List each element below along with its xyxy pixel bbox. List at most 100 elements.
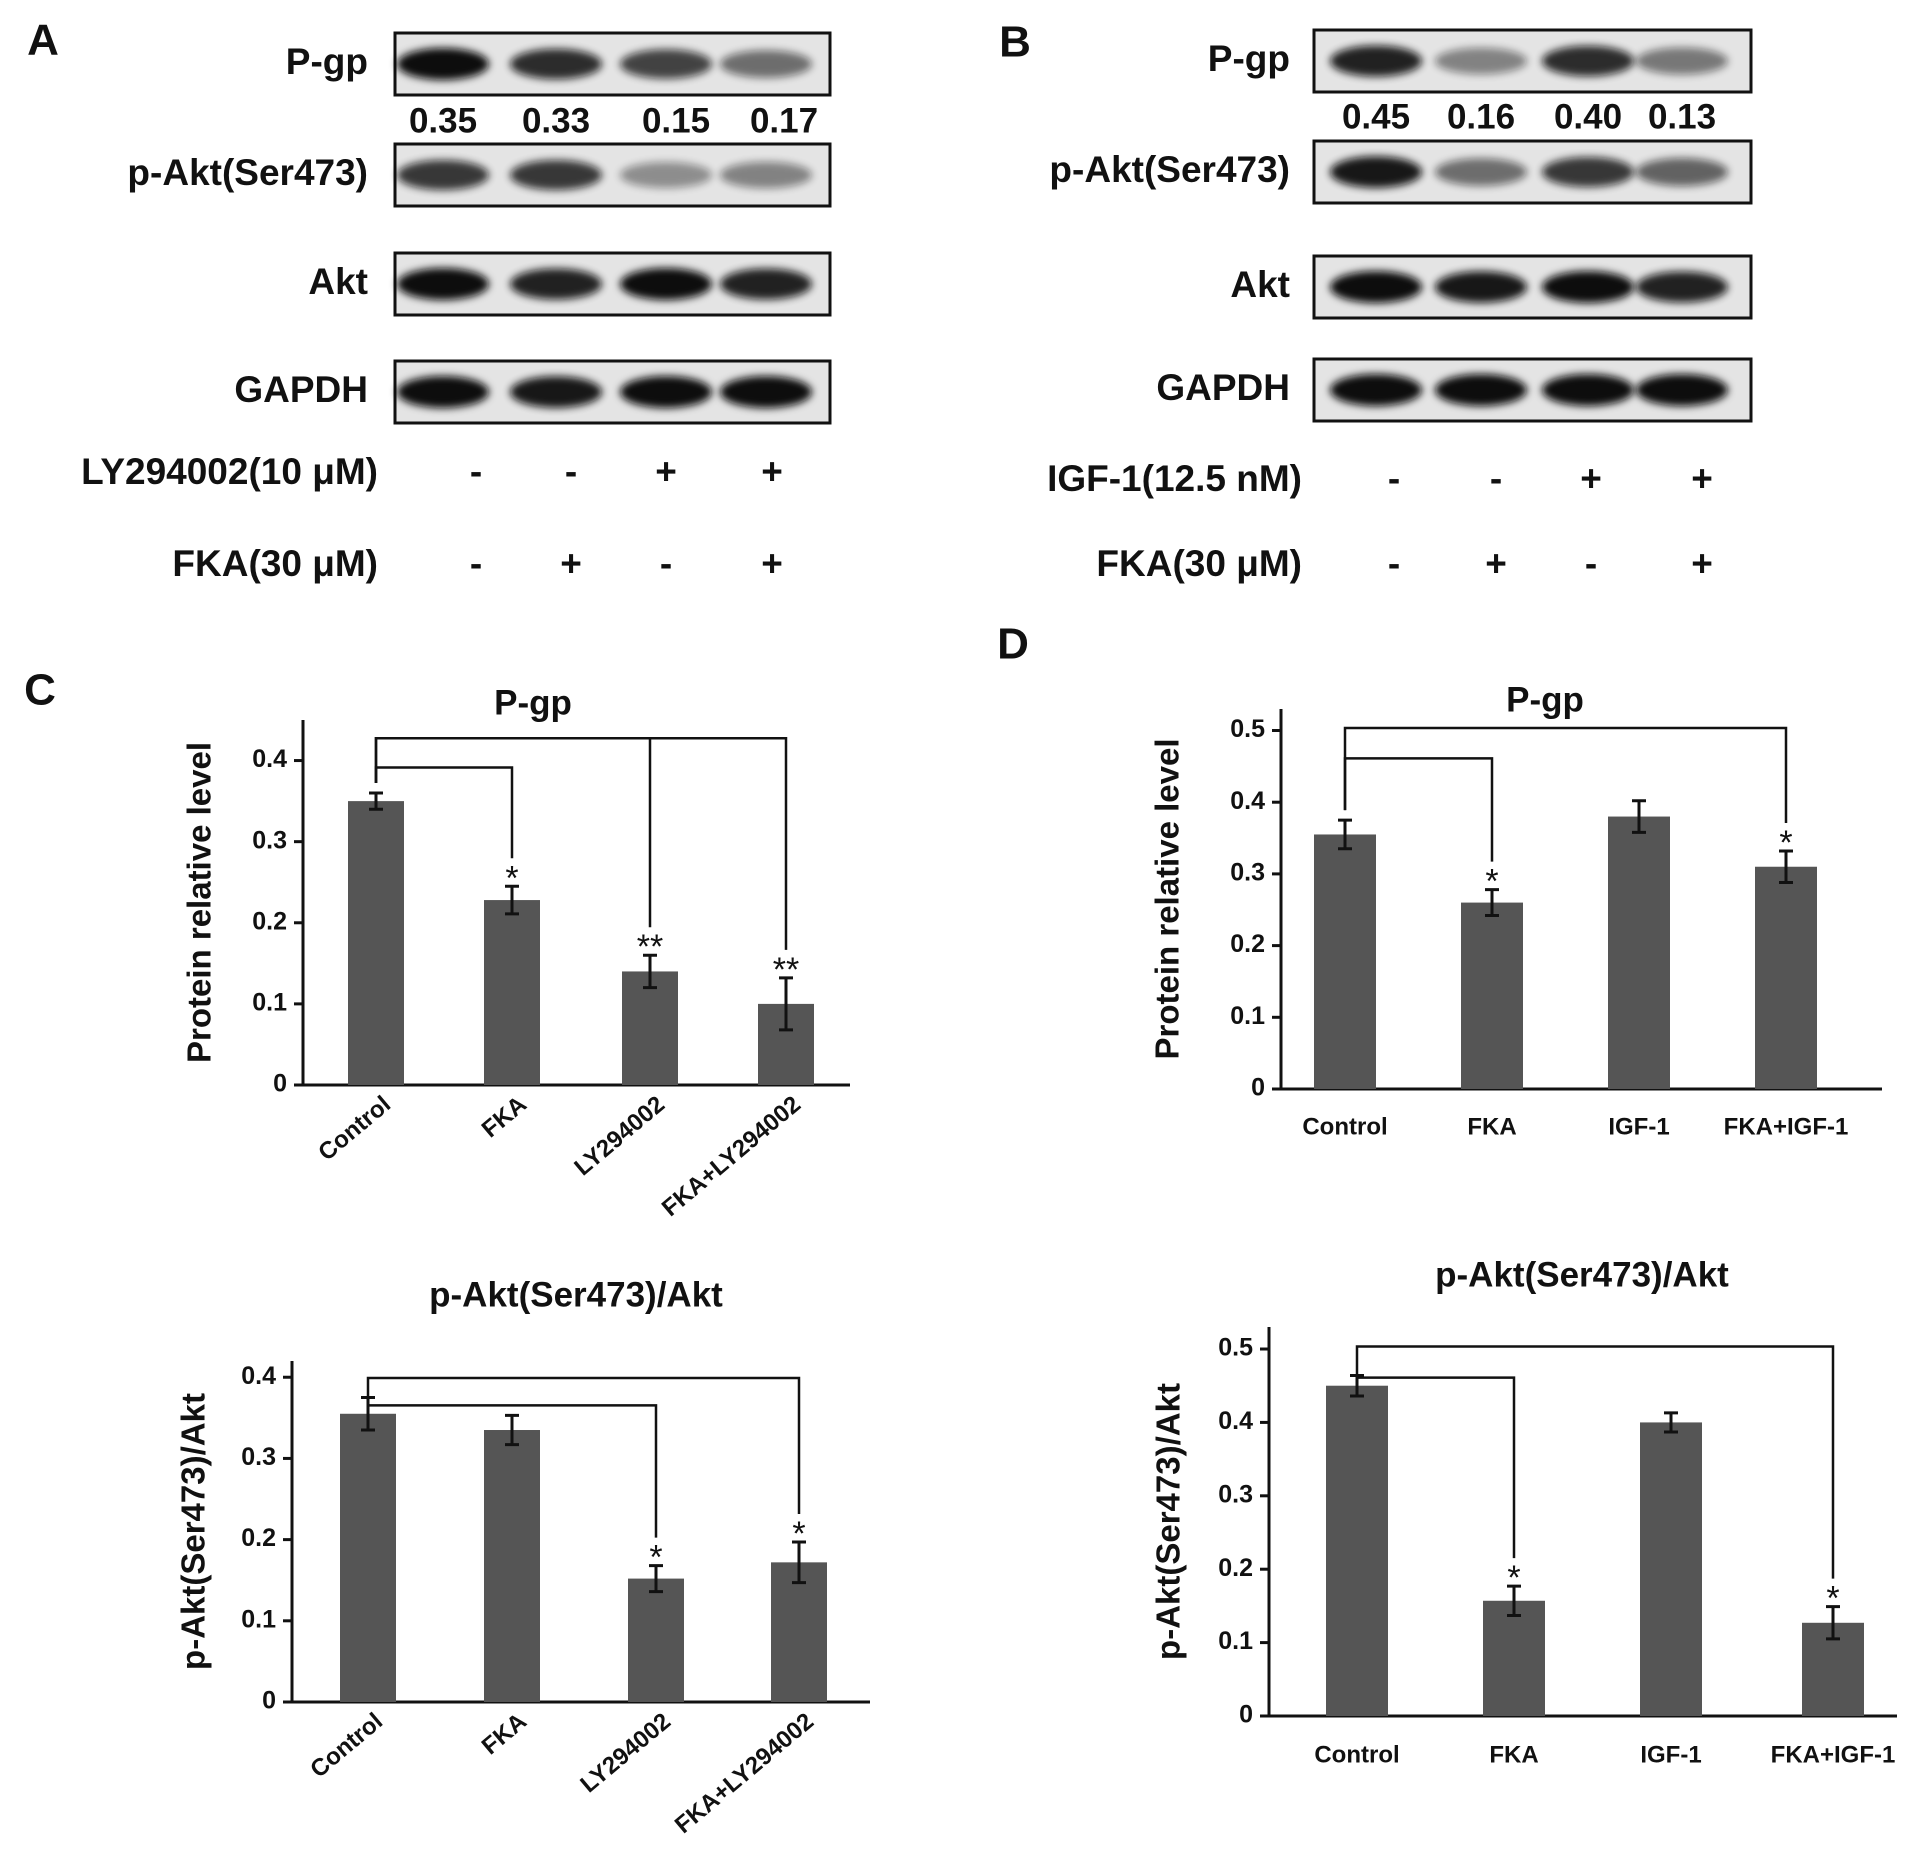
y-tick-label: 0.4 (241, 1362, 276, 1390)
blot-row-label: GAPDH (1156, 367, 1290, 408)
y-tick-label: 0.4 (1230, 787, 1265, 815)
blot-band (620, 268, 712, 300)
x-tick-label: LY294002 (575, 1708, 676, 1798)
y-axis-label: Protein relative level (181, 742, 218, 1063)
significance-mark: ** (773, 951, 799, 989)
blot-row-label: P-gp (1208, 38, 1290, 79)
treatment-sign: + (1691, 543, 1713, 584)
error-bar (1664, 1411, 1678, 1434)
error-bar (1485, 888, 1499, 917)
bracket (366, 1387, 658, 1538)
bar (340, 1413, 396, 1702)
blot-band (1542, 374, 1634, 406)
blot-band (1330, 45, 1422, 77)
quantification: 0.40 (1554, 97, 1622, 136)
y-axis-label: p-Akt(Ser473)/Akt (175, 1393, 212, 1670)
blot-band (720, 376, 812, 408)
chart-title: p-Akt(Ser473)/Akt (429, 1275, 723, 1314)
treatment-sign: - (1490, 458, 1502, 499)
y-tick-label: 0 (273, 1070, 287, 1098)
y-tick-label: 0.1 (1230, 1002, 1265, 1030)
x-tick-label: FKA+LY294002 (670, 1708, 819, 1839)
treatment-sign: - (660, 543, 672, 584)
chart-title: P-gp (494, 683, 572, 722)
blot-band (620, 49, 712, 79)
blot-band (1542, 271, 1634, 303)
y-tick-label: 0.4 (1218, 1407, 1253, 1435)
bar (1483, 1600, 1545, 1716)
treatment-sign: - (1585, 543, 1597, 584)
x-tick-label: FKA+IGF-1 (1724, 1113, 1849, 1140)
x-tick-label: FKA (477, 1091, 532, 1143)
y-tick-label: 0.2 (1218, 1554, 1253, 1582)
blot-row-label: p-Akt(Ser473) (127, 152, 368, 193)
blot-band (1542, 45, 1634, 77)
bracket (1343, 726, 1788, 823)
error-bar (1826, 1605, 1840, 1641)
blot-band (510, 268, 602, 300)
blot-band (620, 376, 712, 408)
blot-band (397, 268, 489, 300)
error-bar (505, 884, 519, 916)
x-tick-label: LY294002 (569, 1091, 670, 1181)
y-tick-label: 0.2 (241, 1524, 276, 1552)
blot-row-label: P-gp (286, 41, 368, 82)
y-tick-label: 0.2 (1230, 930, 1265, 958)
quantification: 0.33 (522, 101, 590, 140)
bar (1755, 866, 1817, 1089)
blot-band (1636, 158, 1728, 186)
treatment-sign: - (1388, 458, 1400, 499)
bracket (1355, 1365, 1516, 1559)
y-axis-label: Protein relative level (1149, 739, 1186, 1060)
significance-mark: * (649, 1539, 662, 1577)
blot-band (510, 160, 602, 190)
treatment-sign: + (655, 451, 677, 492)
quantification: 0.15 (642, 101, 710, 140)
treatment-sign: - (470, 543, 482, 584)
bar (622, 971, 678, 1085)
y-tick-label: 0.1 (241, 1605, 276, 1633)
error-bar (643, 953, 657, 990)
treatment-sign: + (560, 543, 582, 584)
error-bar (369, 791, 383, 811)
bar (1314, 834, 1376, 1089)
bar (1326, 1385, 1388, 1716)
error-bar (792, 1540, 806, 1585)
blot-row-label: Akt (1230, 264, 1290, 305)
x-tick-label: IGF-1 (1608, 1113, 1669, 1140)
y-tick-label: 0 (1239, 1701, 1253, 1729)
blot-band (1636, 374, 1728, 406)
y-tick-label: 0.5 (1230, 715, 1265, 743)
treatment-label: IGF-1(12.5 nM) (1047, 458, 1302, 499)
y-tick-label: 0.3 (1218, 1480, 1253, 1508)
x-tick-label: FKA+IGF-1 (1771, 1741, 1896, 1768)
blot-band (720, 161, 812, 189)
blot-band (397, 160, 489, 190)
blot-band (510, 48, 602, 80)
significance-mark: * (1779, 824, 1792, 862)
x-tick-label: FKA (1489, 1741, 1538, 1768)
panel-label: A (27, 16, 59, 65)
blot-band (1330, 156, 1422, 188)
bracket (374, 737, 788, 950)
significance-mark: * (792, 1515, 805, 1553)
treatment-sign: + (1580, 458, 1602, 499)
blot-band (1330, 374, 1422, 406)
bar (484, 900, 540, 1085)
treatment-sign: - (470, 451, 482, 492)
significance-mark: * (1485, 863, 1498, 901)
significance-mark: ** (637, 928, 663, 966)
blot-band (1636, 47, 1728, 75)
blot-band (1435, 374, 1527, 406)
significance-mark: * (1826, 1580, 1839, 1618)
y-tick-label: 0.5 (1218, 1334, 1253, 1362)
quantification: 0.13 (1648, 97, 1716, 136)
y-tick-label: 0 (262, 1687, 276, 1715)
x-tick-label: FKA (1467, 1113, 1516, 1140)
bar (484, 1430, 540, 1702)
blot-band (620, 162, 712, 188)
blot-row-label: Akt (308, 261, 368, 302)
treatment-label: FKA(30 μM) (1096, 543, 1302, 584)
y-tick-label: 0.1 (252, 988, 287, 1016)
bar (628, 1578, 684, 1702)
